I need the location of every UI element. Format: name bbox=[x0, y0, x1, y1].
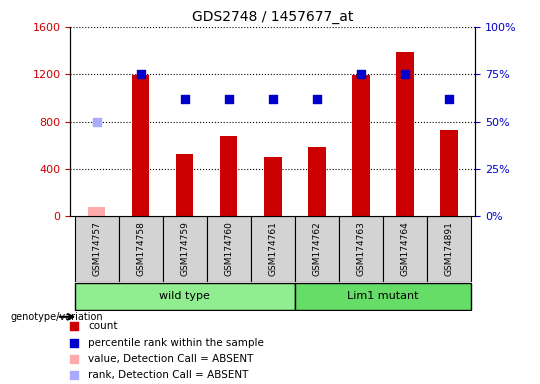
Point bbox=[313, 96, 321, 102]
Point bbox=[401, 71, 409, 77]
Text: genotype/variation: genotype/variation bbox=[11, 312, 104, 322]
Point bbox=[268, 96, 277, 102]
FancyBboxPatch shape bbox=[427, 217, 471, 281]
Point bbox=[92, 119, 101, 125]
Text: count: count bbox=[89, 321, 118, 331]
Point bbox=[356, 71, 365, 77]
FancyBboxPatch shape bbox=[339, 217, 383, 281]
Point bbox=[444, 96, 453, 102]
Text: GSM174758: GSM174758 bbox=[136, 222, 145, 276]
Bar bbox=[440, 130, 457, 217]
Text: GSM174891: GSM174891 bbox=[444, 222, 453, 276]
Text: GSM174759: GSM174759 bbox=[180, 222, 189, 276]
Bar bbox=[220, 136, 238, 217]
FancyBboxPatch shape bbox=[295, 217, 339, 281]
Bar bbox=[264, 157, 281, 217]
Text: GSM174761: GSM174761 bbox=[268, 222, 277, 276]
Bar bbox=[176, 154, 193, 217]
Bar bbox=[396, 52, 414, 217]
Text: GSM174762: GSM174762 bbox=[312, 222, 321, 276]
Point bbox=[305, 329, 314, 335]
Text: GSM174763: GSM174763 bbox=[356, 222, 365, 276]
Text: value, Detection Call = ABSENT: value, Detection Call = ABSENT bbox=[89, 354, 254, 364]
Text: GSM174760: GSM174760 bbox=[224, 222, 233, 276]
Point bbox=[305, 33, 314, 40]
Text: GSM174757: GSM174757 bbox=[92, 222, 101, 276]
Text: rank, Detection Call = ABSENT: rank, Detection Call = ABSENT bbox=[89, 370, 249, 380]
FancyBboxPatch shape bbox=[75, 217, 119, 281]
Text: Lim1 mutant: Lim1 mutant bbox=[347, 291, 418, 301]
Bar bbox=[132, 76, 150, 217]
FancyBboxPatch shape bbox=[163, 217, 207, 281]
Text: GSM174764: GSM174764 bbox=[400, 222, 409, 276]
FancyBboxPatch shape bbox=[251, 217, 295, 281]
Bar bbox=[352, 76, 369, 217]
Bar bbox=[88, 207, 105, 217]
FancyBboxPatch shape bbox=[383, 217, 427, 281]
Point bbox=[305, 181, 314, 187]
FancyBboxPatch shape bbox=[75, 283, 295, 310]
Point bbox=[224, 96, 233, 102]
Title: GDS2748 / 1457677_at: GDS2748 / 1457677_at bbox=[192, 10, 353, 25]
FancyBboxPatch shape bbox=[207, 217, 251, 281]
Text: percentile rank within the sample: percentile rank within the sample bbox=[89, 338, 264, 348]
Text: wild type: wild type bbox=[159, 291, 210, 301]
Bar bbox=[308, 147, 326, 217]
Point bbox=[180, 96, 189, 102]
FancyBboxPatch shape bbox=[295, 283, 471, 310]
FancyBboxPatch shape bbox=[119, 217, 163, 281]
Point bbox=[136, 71, 145, 77]
